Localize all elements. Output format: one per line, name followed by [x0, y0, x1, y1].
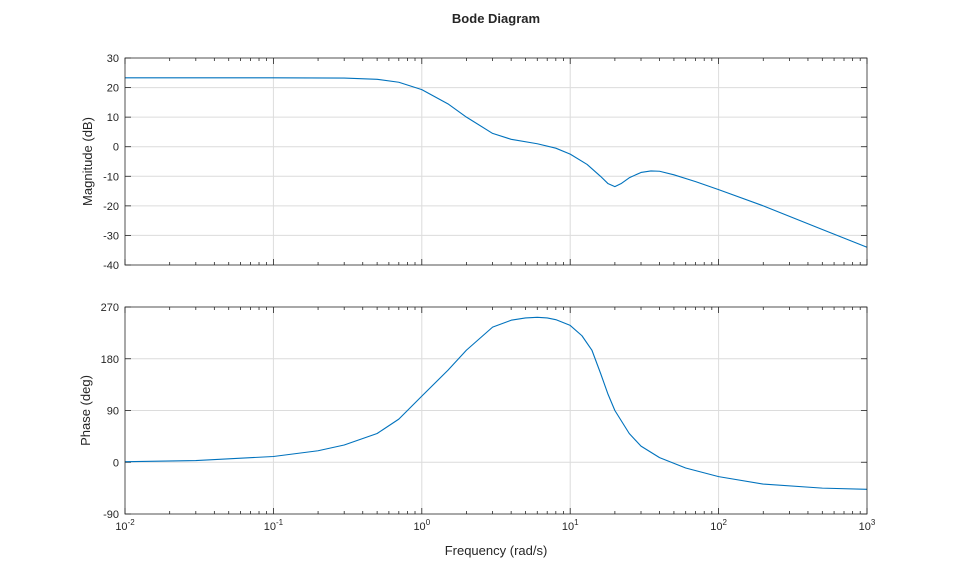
magnitude-y-tick-label: -20: [103, 201, 119, 213]
magnitude-y-tick-label: -10: [103, 171, 119, 183]
magnitude-series-line: [125, 77, 868, 248]
x-tick-label: 100: [413, 518, 430, 533]
x-tick-label: 102: [710, 518, 727, 533]
x-tick-label: 10-1: [264, 518, 284, 533]
magnitude-y-tick-label: 0: [113, 142, 119, 154]
magnitude-panel: 30 20 10 0 -10 -20 -30 -40 Magnitude (dB): [80, 53, 868, 272]
magnitude-y-tick-label: -30: [103, 230, 119, 242]
chart-title: Bode Diagram: [452, 11, 540, 26]
magnitude-y-tick-label: -40: [103, 260, 119, 272]
phase-y-tick-label: 90: [107, 406, 119, 418]
magnitude-y-tick-label: 10: [107, 112, 119, 124]
x-tick-label: 10-2: [115, 518, 135, 533]
phase-panel: 270 180 90 0 -90 Phase (deg) 10-2 10-1 100 101 102…: [78, 302, 876, 533]
phase-y-tick-label: 0: [113, 457, 119, 469]
magnitude-plot-area: [125, 58, 867, 265]
phase-axes-box: [124, 306, 868, 515]
phase-y-tick-label: 270: [101, 302, 119, 314]
phase-y-tick-label: -90: [103, 509, 119, 521]
x-tick-label: 101: [562, 518, 579, 533]
magnitude-y-axis-label: Magnitude (dB): [80, 117, 95, 206]
x-tick-label: 103: [859, 518, 876, 533]
x-axis-label: Frequency (rad/s): [445, 543, 548, 558]
magnitude-axes-box: [124, 57, 868, 266]
phase-series-line: [124, 316, 868, 490]
phase-y-axis-label: Phase (deg): [78, 375, 93, 446]
phase-y-tick-label: 180: [101, 354, 119, 366]
magnitude-y-tick-label: 30: [107, 53, 119, 65]
magnitude-y-tick-label: 20: [107, 83, 119, 95]
